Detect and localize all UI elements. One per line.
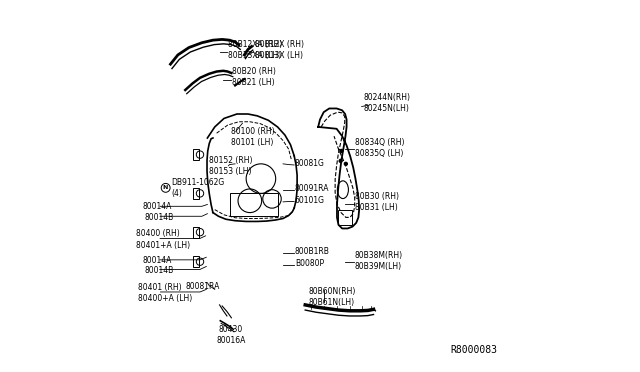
Text: 80B60N(RH)
80B61N(LH): 80B60N(RH) 80B61N(LH) (308, 287, 356, 307)
Text: N: N (162, 185, 168, 190)
Text: 80B38M(RH)
80B39M(LH): 80B38M(RH) 80B39M(LH) (355, 250, 403, 271)
Text: 60101G: 60101G (295, 196, 325, 205)
Text: 80B30 (RH)
80B31 (LH): 80B30 (RH) 80B31 (LH) (355, 192, 399, 212)
Text: 80014B: 80014B (145, 266, 174, 275)
Text: 80430: 80430 (218, 326, 243, 334)
Text: 80100 (RH)
80101 (LH): 80100 (RH) 80101 (LH) (230, 127, 275, 147)
Text: B0080P: B0080P (295, 259, 324, 268)
Text: 80834Q (RH)
80835Q (LH): 80834Q (RH) 80835Q (LH) (355, 138, 404, 158)
Text: 80B20 (RH)
80B21 (LH): 80B20 (RH) 80B21 (LH) (232, 67, 276, 87)
Text: 80014A: 80014A (143, 202, 172, 211)
Text: DB911-1062G
(4): DB911-1062G (4) (172, 178, 225, 198)
Text: 80081RA: 80081RA (185, 282, 220, 291)
Circle shape (340, 150, 343, 153)
Circle shape (339, 160, 342, 162)
Text: 80B12XA (RH)
80B13XA (LH): 80B12XA (RH) 80B13XA (LH) (228, 40, 283, 60)
Text: 80B12X (RH)
80B13X (LH): 80B12X (RH) 80B13X (LH) (255, 40, 304, 60)
Text: 800B1RB: 800B1RB (295, 247, 330, 256)
Circle shape (344, 162, 348, 165)
Text: 80400 (RH)
80401+A (LH): 80400 (RH) 80401+A (LH) (136, 230, 190, 250)
Text: 80081G: 80081G (295, 158, 324, 168)
Text: 80401 (RH)
80400+A (LH): 80401 (RH) 80400+A (LH) (138, 283, 192, 303)
Text: 80016A: 80016A (216, 336, 246, 345)
Text: 80091RA: 80091RA (295, 185, 330, 193)
Text: 80152 (RH)
80153 (LH): 80152 (RH) 80153 (LH) (209, 156, 253, 176)
Text: R8000083: R8000083 (450, 345, 497, 355)
Text: 80014B: 80014B (145, 213, 174, 222)
Text: 80244N(RH)
80245N(LH): 80244N(RH) 80245N(LH) (364, 93, 411, 113)
Text: 80014A: 80014A (143, 256, 172, 265)
